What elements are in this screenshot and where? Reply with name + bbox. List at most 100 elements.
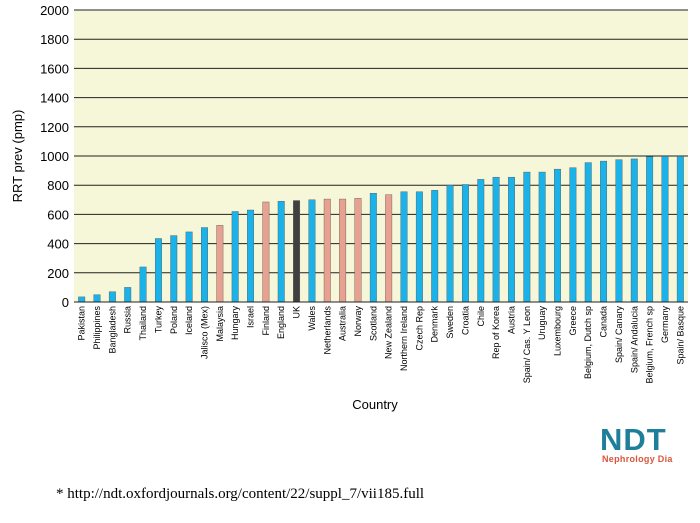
logo-text: NDT xyxy=(600,422,667,457)
x-label-croatia: Croatia xyxy=(460,306,470,335)
bar-norway xyxy=(354,198,362,303)
x-label-germany: Germany xyxy=(660,306,670,344)
y-tick-800: 800 xyxy=(47,178,69,193)
x-label-rep-of-korea: Rep of Korea xyxy=(491,306,501,359)
y-tick-1200: 1200 xyxy=(40,120,69,135)
x-label-thailand: Thailand xyxy=(138,306,148,341)
bar-croatia xyxy=(461,184,469,303)
x-label-pakistan: Pakistan xyxy=(77,306,87,341)
y-tick-0: 0 xyxy=(62,295,69,310)
x-label-northern-ireland: Northern Ireland xyxy=(399,306,409,371)
bar-turkey xyxy=(154,238,162,303)
bar-spain-andalucia xyxy=(630,158,638,303)
bar-uk xyxy=(293,200,301,303)
bar-spain-canary xyxy=(615,159,623,303)
bar-poland xyxy=(170,235,178,303)
bar-malaysia xyxy=(216,225,224,303)
bar-belgium-french-sp xyxy=(646,156,654,303)
bar-canada xyxy=(600,160,608,303)
bar-new-zealand xyxy=(385,194,393,303)
x-label-israel: Israel xyxy=(246,306,256,328)
x-axis-title: Country xyxy=(352,397,398,412)
bar-sweden xyxy=(446,184,454,303)
x-label-chile: Chile xyxy=(476,306,486,327)
x-label-netherlands: Netherlands xyxy=(322,306,332,355)
x-label-russia: Russia xyxy=(123,306,133,334)
ndt-logo: NDT Nephrology Dia xyxy=(600,424,694,472)
x-label-scotland: Scotland xyxy=(368,306,378,341)
source-footnote: * http://ndt.oxfordjournals.org/content/… xyxy=(56,486,425,502)
bar-bangladesh xyxy=(108,291,116,303)
y-tick-200: 200 xyxy=(47,266,69,281)
x-label-luxembourg: Luxembourg xyxy=(553,306,563,356)
y-axis-title: RRT prev (pmp) xyxy=(10,110,25,203)
bar-chile xyxy=(477,179,485,303)
x-label-denmark: Denmark xyxy=(430,306,440,343)
gridlines xyxy=(74,9,688,274)
x-label-sweden: Sweden xyxy=(445,306,455,339)
logo-subtitle: Nephrology Dia xyxy=(602,454,673,464)
y-tick-labels: 0 200 400 600 800 1000 1200 1400 1600 1800 2000 xyxy=(40,3,69,310)
bar-pakistan xyxy=(78,296,86,303)
bar-czech-rep xyxy=(415,191,423,303)
x-label-greece: Greece xyxy=(568,306,578,336)
y-tick-1400: 1400 xyxy=(40,91,69,106)
x-label-turkey: Turkey xyxy=(153,306,163,334)
y-tick-1800: 1800 xyxy=(40,32,69,47)
x-label-belgium-french-sp: Belgium, French sp xyxy=(645,306,655,384)
x-label-spain-basque: Spain/ Basque xyxy=(675,306,685,365)
bar-luxembourg xyxy=(554,168,561,303)
y-tick-2000: 2000 xyxy=(40,3,69,18)
x-label-austria: Austria xyxy=(506,306,516,334)
bar-thailand xyxy=(139,266,147,303)
x-label-spain-canary: Spain/ Canary xyxy=(614,306,624,364)
bar-netherlands xyxy=(323,198,331,303)
x-label-poland: Poland xyxy=(169,306,179,334)
x-label-finland: Finland xyxy=(261,306,271,336)
y-tick-600: 600 xyxy=(47,207,69,222)
x-label-norway: Norway xyxy=(353,306,363,337)
bar-wales xyxy=(308,199,316,303)
bar-spain-basque xyxy=(676,156,684,303)
y-tick-1600: 1600 xyxy=(40,61,69,76)
bar-northern-ireland xyxy=(400,191,408,303)
bar-england xyxy=(277,201,285,303)
bar-iceland xyxy=(185,231,193,303)
bar-jalisco-mex- xyxy=(201,227,208,303)
x-label-spain-andalucia: Spain/ Andalucia xyxy=(629,306,639,373)
x-label-iceland: Iceland xyxy=(184,306,194,335)
bar-australia xyxy=(339,198,347,303)
bar-hungary xyxy=(231,211,239,303)
bar-spain-cas-y-leon xyxy=(523,171,531,303)
bar-greece xyxy=(569,167,577,303)
x-label-malaysia: Malaysia xyxy=(215,306,225,342)
x-label-australia: Australia xyxy=(338,306,348,341)
x-category-labels: Pakistan Philippines Bangladesh Russia Thail… xyxy=(77,306,686,384)
bar-rep-of-korea xyxy=(492,176,500,303)
x-label-uk: UK xyxy=(292,306,302,319)
x-label-hungary: Hungary xyxy=(230,306,240,341)
bar-philippines xyxy=(93,294,101,303)
bar-germany xyxy=(661,156,669,303)
bar-russia xyxy=(124,287,132,303)
y-tick-400: 400 xyxy=(47,237,69,252)
x-label-philippines: Philippines xyxy=(92,306,102,350)
x-label-uruguay: Uruguay xyxy=(537,306,547,341)
x-label-new-zealand: New Zealand xyxy=(384,306,394,359)
bar-belgium-dutch-sp xyxy=(584,162,592,303)
bar-israel xyxy=(247,209,254,303)
x-label-england: England xyxy=(276,306,286,339)
bar-finland xyxy=(262,201,270,303)
bar-denmark xyxy=(431,190,439,303)
x-label-spain-cas-y-leon: Spain/ Cas. Y Leon xyxy=(522,306,532,383)
y-tick-1000: 1000 xyxy=(40,149,69,164)
bar-uruguay xyxy=(538,171,546,303)
x-label-czech-rep: Czech Rep xyxy=(414,306,424,351)
x-label-bangladesh: Bangladesh xyxy=(107,306,117,354)
x-label-canada: Canada xyxy=(599,306,609,338)
bar-austria xyxy=(508,176,515,303)
bar-scotland xyxy=(369,193,377,303)
x-label-wales: Wales xyxy=(307,306,317,331)
x-label-jalisco-mex-: Jalisco (Mex) xyxy=(199,306,209,359)
